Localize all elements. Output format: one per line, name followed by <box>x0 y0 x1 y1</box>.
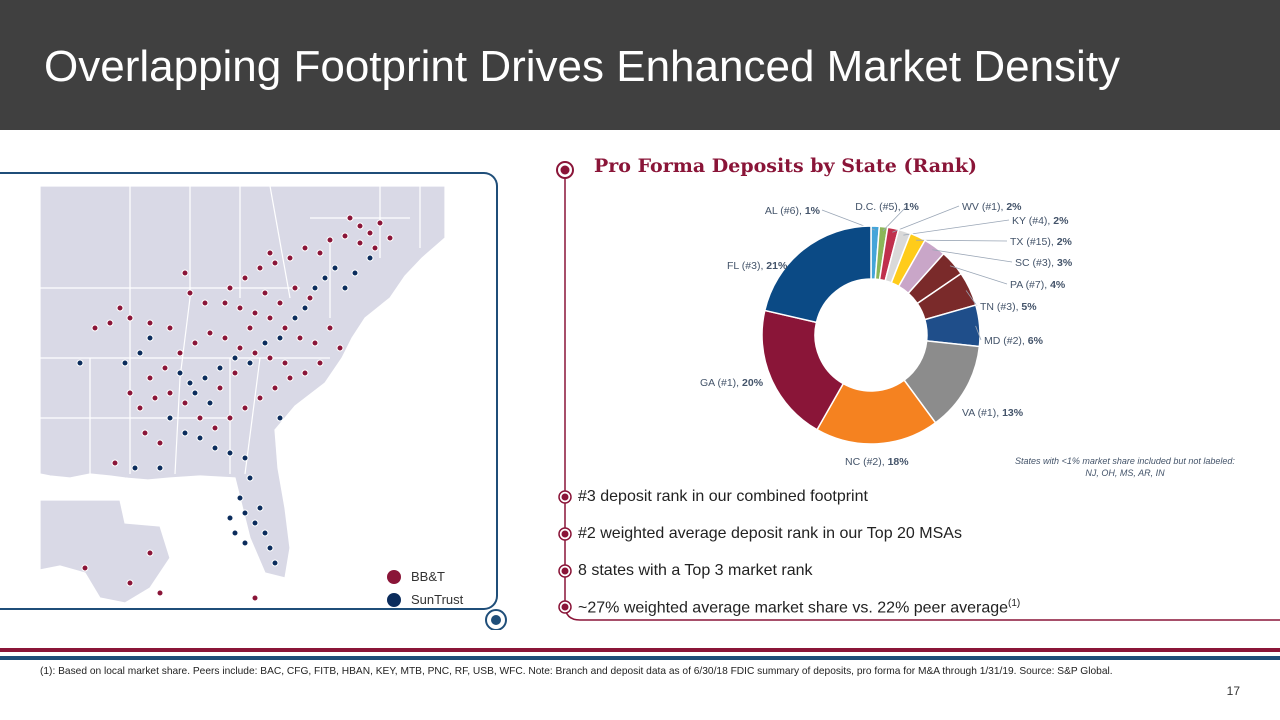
leader-line <box>916 239 1008 242</box>
chart-title: Pro Forma Deposits by State (Rank) <box>594 155 977 177</box>
timeline-connector <box>485 161 1280 630</box>
slice-label: WV (#1), 2% <box>962 201 1022 213</box>
title-bar: Overlapping Footprint Drives Enhanced Ma… <box>0 0 1280 130</box>
slice-label: MD (#2), 6% <box>984 335 1044 347</box>
branch-map <box>30 178 450 608</box>
leader-line <box>965 290 978 307</box>
state-borders <box>40 185 421 475</box>
page-title: Overlapping Footprint Drives Enhanced Ma… <box>44 42 1121 91</box>
stat-3: 8 states with a Top 3 market rank <box>578 562 813 579</box>
slice-label: SC (#3), 3% <box>1015 257 1073 269</box>
deposits-donut-chart: AL (#6), 1% D.C. (#5), 1% WV (#1), 2% KY (#… <box>700 201 1073 468</box>
donut-slice <box>763 225 872 324</box>
map-land <box>39 185 446 579</box>
slice-label: FL (#3), 21% <box>727 260 788 272</box>
divider-blue <box>0 656 1280 660</box>
slice-label: TX (#15), 2% <box>1010 236 1073 248</box>
leader-line <box>975 325 982 341</box>
slice-label: NC (#2), 18% <box>845 456 909 468</box>
divider-red <box>0 648 1280 652</box>
map-texas <box>39 499 171 604</box>
slice-label: VA (#1), 13% <box>962 407 1024 419</box>
legend-suntrust-label: SunTrust <box>411 592 464 607</box>
map-panel <box>0 172 498 610</box>
leader-line <box>903 219 1010 236</box>
footnote: (1): Based on local market share. Peers … <box>40 666 1113 677</box>
page-number: 17 <box>1226 684 1240 698</box>
bbt-branches <box>81 214 394 602</box>
donut-slice <box>761 309 845 431</box>
slice-label: AL (#6), 1% <box>765 205 821 217</box>
suntrust-dot-icon <box>387 592 401 607</box>
legend-bbt-label: BB&T <box>411 569 445 584</box>
legend-bbt: BB&T <box>387 569 445 584</box>
stat-1: #3 deposit rank in our combined footprin… <box>578 488 868 505</box>
slice-label: TN (#3), 5% <box>980 301 1037 313</box>
slice-label: PA (#7), 4% <box>1010 279 1066 291</box>
legend-suntrust: SunTrust <box>387 592 463 607</box>
stat-4: ~27% weighted average market share vs. 2… <box>578 598 1021 617</box>
suntrust-branches <box>76 254 374 567</box>
leader-line <box>932 249 1013 263</box>
leader-line <box>892 205 960 233</box>
slice-label: KY (#4), 2% <box>1012 215 1069 227</box>
chart-note: States with <1% market share included bu… <box>1015 456 1235 478</box>
leader-line <box>949 265 1008 285</box>
stat-2: #2 weighted average deposit rank in our … <box>578 525 962 542</box>
bbt-dot-icon <box>387 569 401 584</box>
slice-label: D.C. (#5), 1% <box>855 201 919 213</box>
slice-label: GA (#1), 20% <box>700 377 764 389</box>
